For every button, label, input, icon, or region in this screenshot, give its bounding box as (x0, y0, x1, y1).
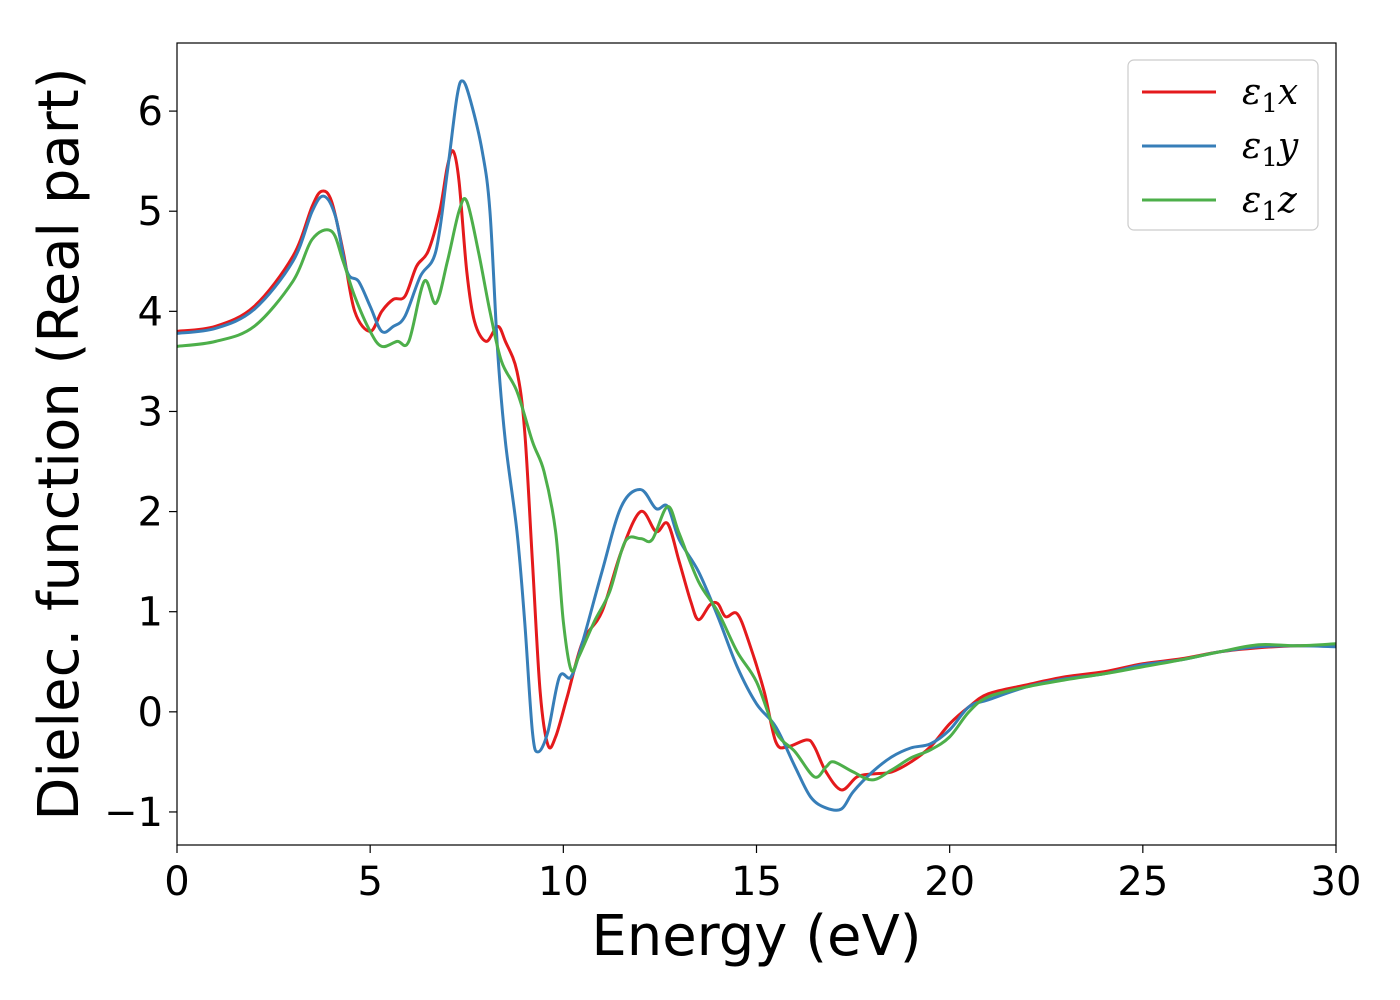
series-layer (177, 79, 1336, 812)
series-line-y (177, 79, 1336, 812)
y-tick-label: 3 (138, 389, 163, 435)
legend-box (1127, 59, 1319, 231)
y-tick-label: 2 (138, 490, 163, 536)
y-tick-label: −1 (104, 790, 163, 836)
legend-label-subscript: 1 (1261, 89, 1278, 119)
series-line-z (177, 197, 1336, 782)
x-tick-label: 25 (1117, 859, 1168, 905)
y-tick-label: 5 (138, 189, 163, 235)
x-tick-label: 30 (1311, 859, 1362, 905)
legend-label-suffix: x (1278, 72, 1298, 113)
y-tick-label: 6 (138, 89, 163, 135)
legend-label-suffix: z (1277, 180, 1298, 221)
x-tick-label: 0 (164, 859, 189, 905)
legend-label-base: ε (1242, 72, 1261, 113)
legend-label-z: ε1z (1242, 180, 1298, 227)
series-line-x (177, 149, 1336, 792)
x-tick-label: 10 (538, 859, 589, 905)
legend-label-subscript: 1 (1261, 143, 1278, 173)
y-tick-label: 0 (138, 690, 163, 736)
legend-label-base: ε (1242, 126, 1261, 167)
legend-label-base: ε (1242, 180, 1261, 221)
legend-label-x: ε1x (1242, 72, 1298, 119)
x-tick-label: 20 (924, 859, 975, 905)
y-tick-label: 1 (138, 590, 163, 636)
x-axis-title: Energy (eV) (591, 904, 921, 969)
x-tick-label: 5 (357, 859, 382, 905)
y-axis-title: Dielec. function (Real part) (27, 67, 92, 820)
x-tick-label: 15 (731, 859, 782, 905)
y-tick-label: 4 (138, 289, 163, 335)
legend-label-suffix: y (1276, 126, 1299, 167)
legend-label-subscript: 1 (1261, 197, 1278, 227)
legend-label-y: ε1y (1242, 126, 1299, 173)
